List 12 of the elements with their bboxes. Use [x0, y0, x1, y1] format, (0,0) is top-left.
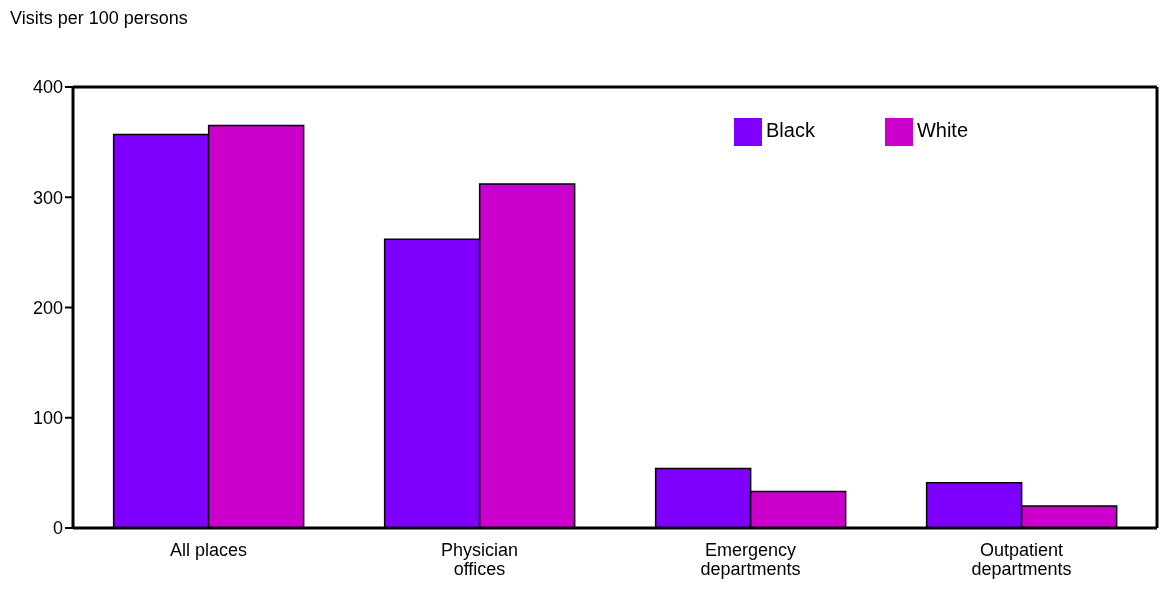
y-tick-label: 400: [32, 77, 63, 98]
x-tick-label: All places: [169, 540, 248, 560]
y-tick-label: 100: [32, 408, 63, 429]
y-tick-label: 200: [32, 297, 63, 318]
y-tick-label: 0: [52, 518, 63, 539]
legend-label: Black: [765, 119, 815, 142]
y-axis-title: Visits per 100 persons: [10, 8, 188, 29]
x-tick-label: Physician offices: [440, 540, 519, 579]
legend-label: White: [916, 119, 968, 142]
y-tick-label: 300: [32, 187, 63, 208]
x-tick-label: Outpatient departments: [971, 540, 1072, 579]
x-tick-label: Emergency departments: [700, 540, 801, 579]
